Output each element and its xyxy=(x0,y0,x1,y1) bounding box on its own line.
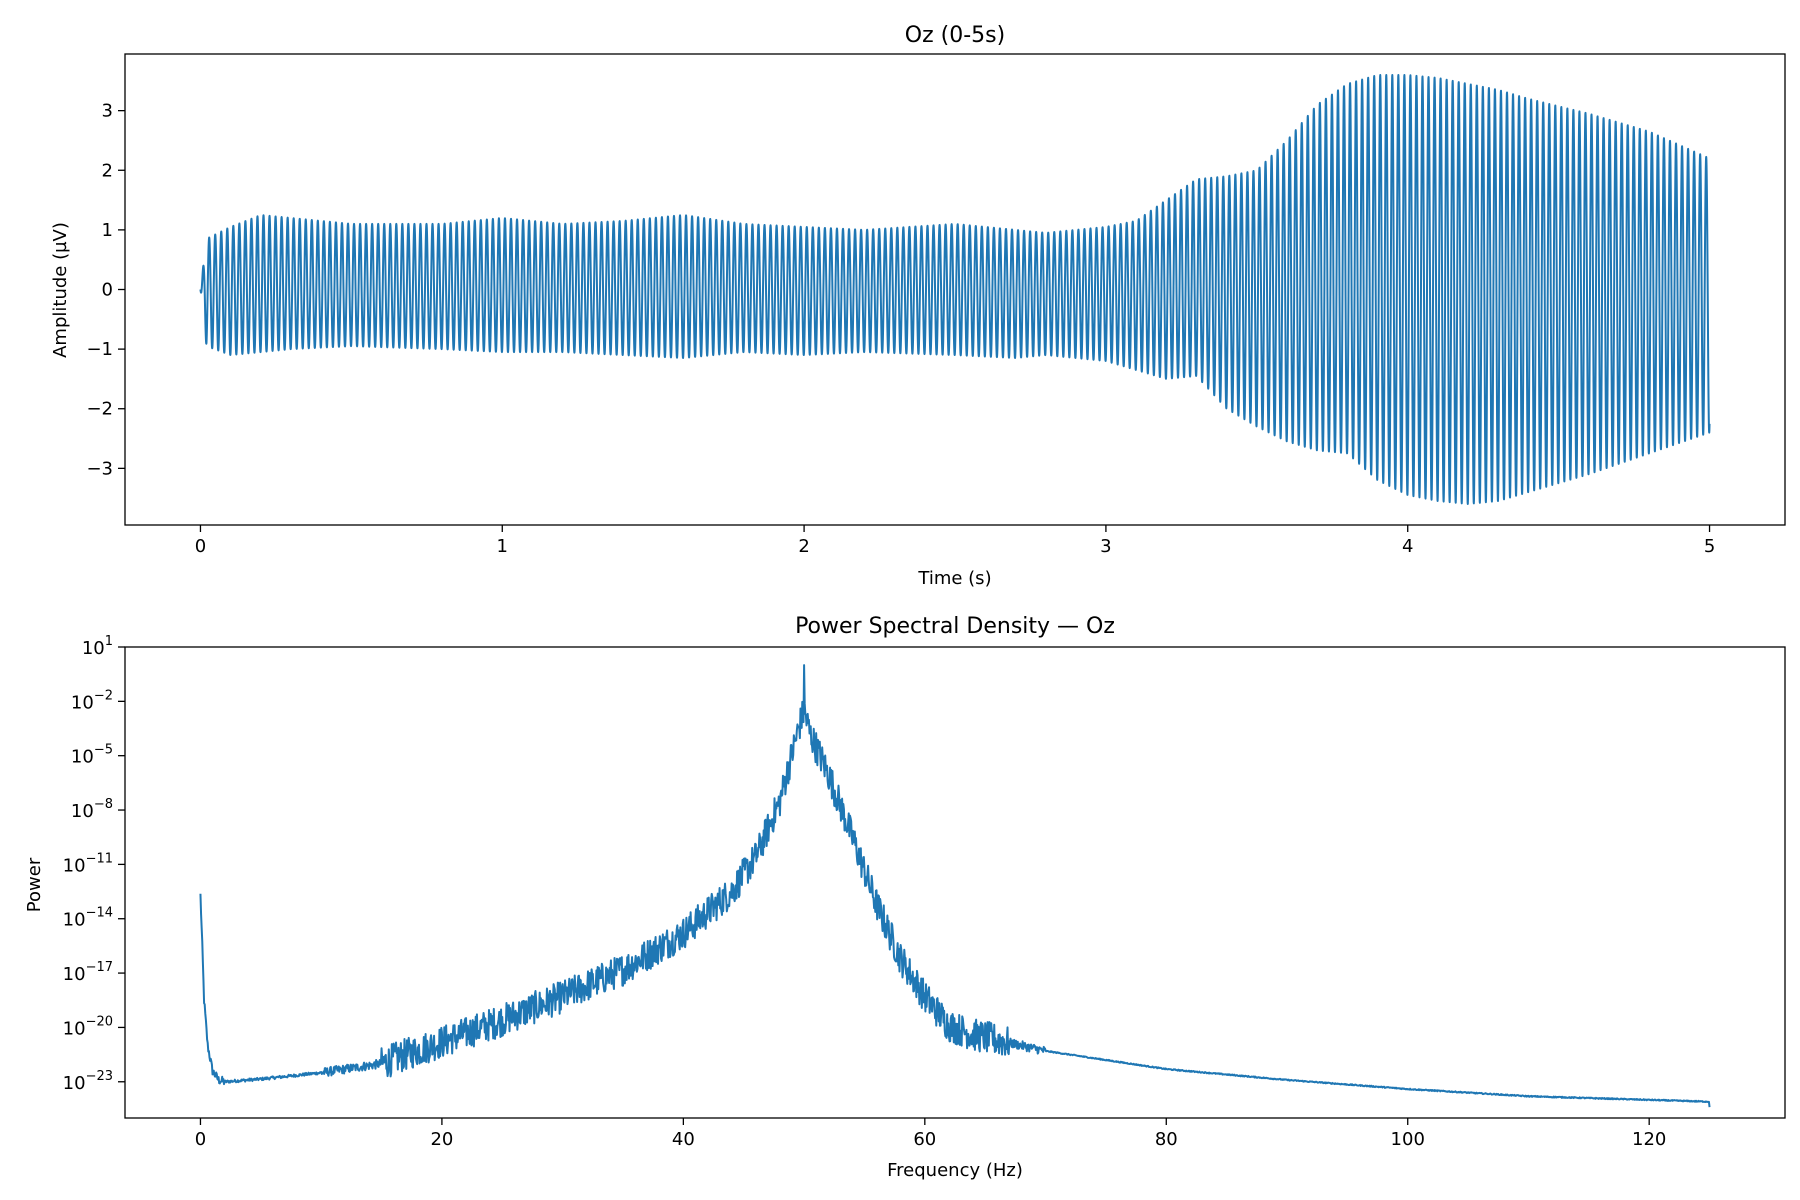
y-tick-label: 10−2 xyxy=(71,688,113,713)
time-series-title: Oz (0-5s) xyxy=(905,23,1005,48)
y-tick-label: 3 xyxy=(102,101,113,122)
y-tick-label: 10−14 xyxy=(63,906,113,931)
y-tick-label: 10−20 xyxy=(63,1014,113,1039)
time-series-panel: Oz (0-5s) 0 1 2 3 4 5 −3 −2 −1 0 1 2 3 Time (s) Amp… xyxy=(50,23,1786,589)
y-tick-label: 10−5 xyxy=(71,743,113,768)
time-series-x-label: Time (s) xyxy=(917,568,991,589)
time-series-y-label: Amplitude (µV) xyxy=(50,222,71,358)
x-tick-label: 20 xyxy=(430,1129,453,1150)
psd-panel: Power Spectral Density — Oz 0 20 40 60 80 100… xyxy=(24,614,1786,1181)
time-series-plot-area xyxy=(199,74,1711,505)
time-series-y-ticks: −3 −2 −1 0 1 2 3 xyxy=(86,101,125,479)
psd-y-ticks: 101 10−2 10−5 10−8 10−11 10−14 10−17 10−20 10−23 xyxy=(63,634,125,1094)
y-tick-label: 0 xyxy=(102,280,113,301)
x-tick-label: 1 xyxy=(497,536,508,557)
y-tick-label: 10−8 xyxy=(71,797,113,822)
y-tick-label: 10−11 xyxy=(63,851,113,876)
x-tick-label: 4 xyxy=(1402,536,1413,557)
x-tick-label: 5 xyxy=(1704,536,1715,557)
x-tick-label: 3 xyxy=(1100,536,1111,557)
x-tick-label: 0 xyxy=(195,536,206,557)
psd-y-label: Power xyxy=(24,857,45,912)
psd-plot-area xyxy=(199,664,1711,1108)
psd-line xyxy=(199,664,1711,1108)
y-tick-label: 10−17 xyxy=(63,960,113,985)
x-tick-label: 60 xyxy=(913,1129,936,1150)
psd-x-label: Frequency (Hz) xyxy=(887,1160,1023,1181)
x-tick-label: 2 xyxy=(798,536,809,557)
psd-x-ticks: 0 20 40 60 80 100 120 xyxy=(195,1118,1666,1150)
x-tick-label: 100 xyxy=(1391,1129,1425,1150)
y-tick-label: −1 xyxy=(86,339,113,360)
y-tick-label: −2 xyxy=(86,399,113,420)
y-tick-label: −3 xyxy=(86,458,113,479)
time-series-x-ticks: 0 1 2 3 4 5 xyxy=(195,525,1715,557)
x-tick-label: 40 xyxy=(672,1129,695,1150)
x-tick-label: 0 xyxy=(195,1129,206,1150)
y-tick-label: 10−23 xyxy=(63,1069,113,1094)
y-tick-label: 101 xyxy=(82,634,113,659)
y-tick-label: 1 xyxy=(102,220,113,241)
x-tick-label: 120 xyxy=(1632,1129,1666,1150)
x-tick-label: 80 xyxy=(1155,1129,1178,1150)
psd-axes-frame xyxy=(124,646,1786,1119)
time-series-line xyxy=(199,74,1711,505)
psd-title: Power Spectral Density — Oz xyxy=(795,614,1115,639)
y-tick-label: 2 xyxy=(102,160,113,181)
